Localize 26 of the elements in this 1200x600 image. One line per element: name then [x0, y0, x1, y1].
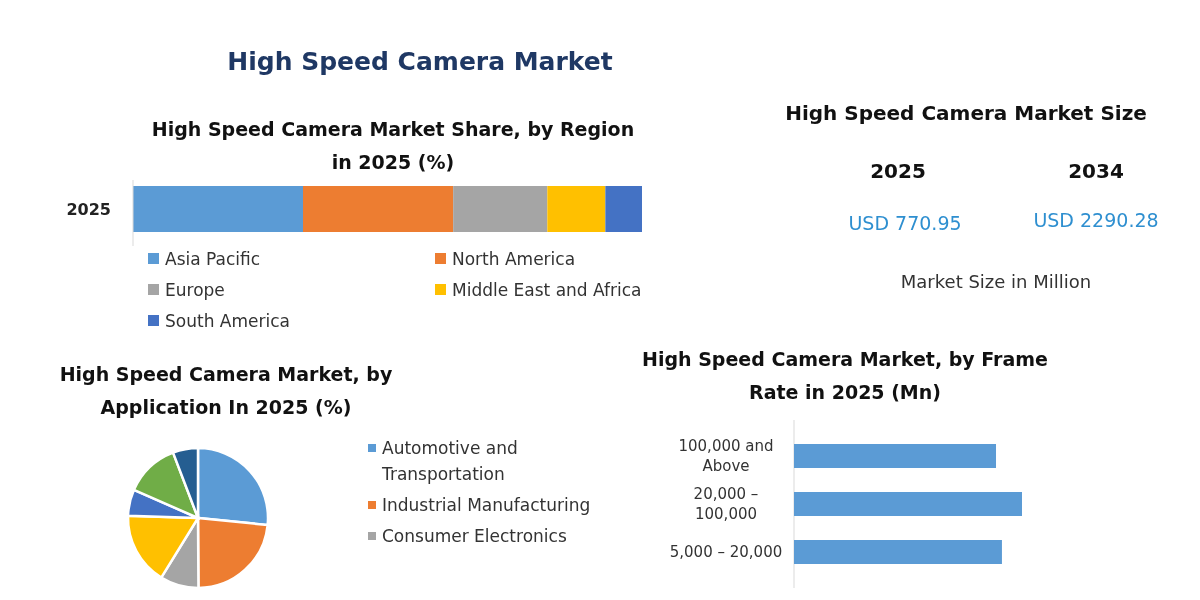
chart-title: High Speed Camera Market, by Frame Rate in 2025 (Mn): [642, 348, 1048, 403]
bar: [133, 186, 304, 232]
legend-label: Automotive and Transportation: [381, 438, 518, 484]
legend-label: Consumer Electronics: [382, 526, 567, 546]
y-tick-label: 20,000 – 100,000: [693, 485, 759, 523]
legend-label: Middle East and Africa: [452, 280, 642, 300]
text: Market Size in Million: [900, 271, 1092, 292]
bar: [547, 186, 606, 232]
bar: [605, 186, 642, 232]
text: High Speed Camera Market: [227, 47, 613, 76]
legend-label: Industrial Manufacturing: [382, 495, 591, 515]
y-tick-label: 5,000 – 20,000: [669, 543, 783, 561]
text: High Speed Camera Market Size: [785, 101, 1147, 125]
bar: [303, 186, 454, 232]
text: USD 2290.28: [1033, 209, 1159, 231]
legend-label: South America: [165, 311, 290, 331]
legend-label: Asia Pacific: [165, 249, 261, 269]
bar: [453, 186, 548, 232]
chart-title: High Speed Camera Market, by Application In 2025 (%): [59, 363, 393, 418]
text: USD 770.95: [848, 212, 962, 234]
legend-label: North America: [452, 249, 576, 269]
y-tick-label: 100,000 and Above: [678, 437, 774, 475]
chart-title: High Speed Camera Market Share, by Region in 2025 (%): [151, 118, 635, 173]
legend-label: Europe: [165, 280, 225, 300]
text: 2034: [1068, 159, 1124, 183]
text: 2025: [870, 159, 926, 183]
